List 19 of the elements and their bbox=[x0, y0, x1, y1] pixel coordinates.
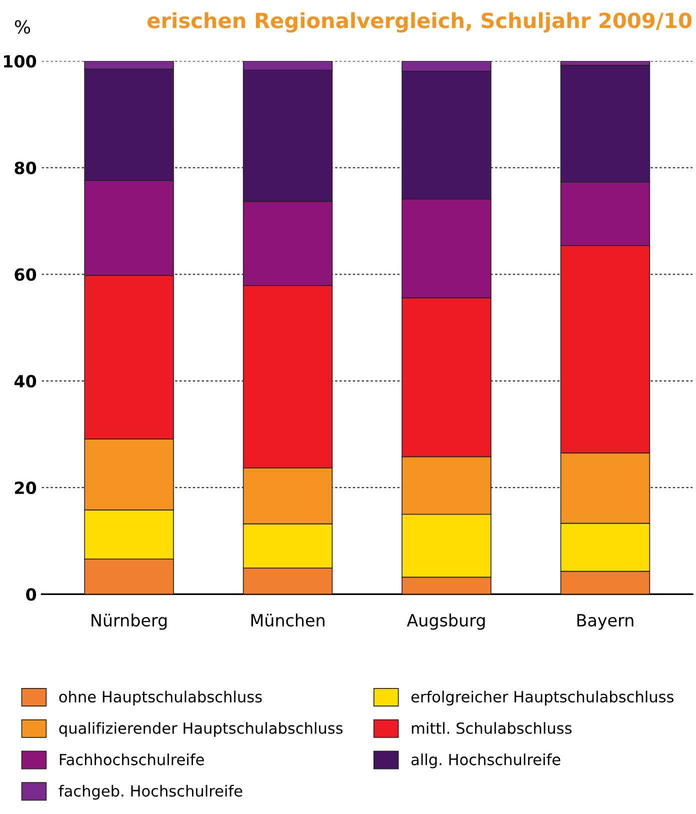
x-tick-label: München bbox=[251, 614, 324, 627]
x-tick-label: Augsburg bbox=[406, 614, 485, 630]
x-tick-label: Bayern bbox=[577, 614, 634, 630]
y-axis-title: % bbox=[14, 20, 30, 34]
y-tick-label: 80 bbox=[14, 162, 36, 174]
legend-label: qualifizierender Hauptschulabschluss bbox=[59, 722, 343, 737]
legend-label: allg. Hochschulreife bbox=[411, 754, 560, 768]
legend-label: fachgeb. Hochschulreife bbox=[58, 784, 242, 800]
y-tick-label: 0 bbox=[26, 588, 36, 601]
y-tick-label: 40 bbox=[14, 374, 36, 388]
y-tick-label: 20 bbox=[15, 482, 36, 494]
chart-title: erischen Regionalvergleich, Schuljahr 2009/10 bbox=[148, 12, 692, 33]
legend-label: Fachhochschulreife bbox=[60, 754, 204, 766]
legend-label: ohne Hauptschulabschluss bbox=[59, 690, 262, 706]
legend-label: erfolgreicher Hauptschulabschluss bbox=[411, 690, 674, 706]
legend-label: mittl. Schulabschluss bbox=[412, 722, 572, 734]
y-tick-label: 60 bbox=[14, 268, 36, 281]
x-tick-label: Nürnberg bbox=[92, 614, 167, 630]
y-tick-label: 100 bbox=[4, 55, 36, 68]
